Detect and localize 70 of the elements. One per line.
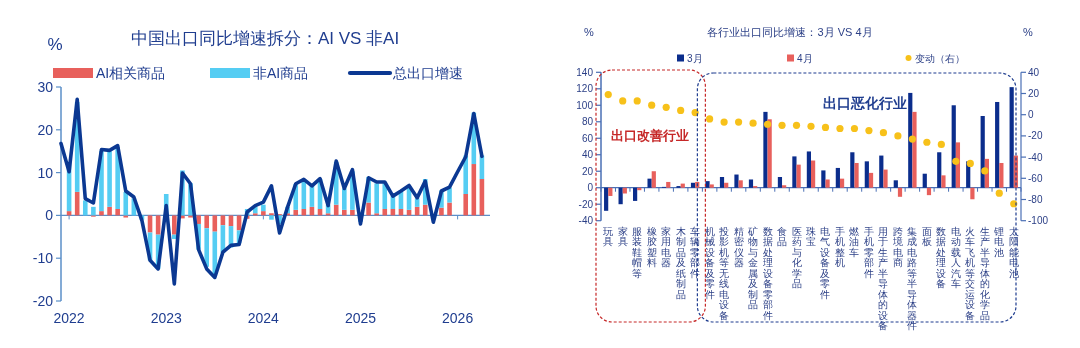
legend-label: 变动（右）	[915, 52, 965, 64]
x-tick-label: 2025	[344, 310, 377, 326]
x-tick-label: 橡胶塑料	[646, 225, 657, 269]
y-tick-label: 80	[581, 116, 594, 128]
x-tick-label: 面板	[920, 225, 932, 248]
y-tick-label: 0	[45, 207, 54, 224]
y-tick-label: -20	[32, 293, 54, 309]
x-tick-label: 电气设备及零件	[820, 225, 831, 300]
category-label: 数据处理设备零部件	[762, 225, 773, 321]
x-tick-label: 矿物与金属及制品	[747, 225, 759, 311]
category-label: 火车飞机等交运设备	[965, 225, 976, 321]
x-tick-label: 太阳能电池	[1008, 225, 1019, 279]
x-tick-label: 食品	[777, 225, 788, 248]
x-tick-label: 家具	[617, 225, 628, 248]
category-label: 用于生产半导体的设备	[878, 225, 889, 332]
y-tick-label: 0	[587, 182, 594, 194]
x-tick-label: 家用电器	[661, 225, 672, 269]
y2-tick-label: 0	[1028, 109, 1034, 121]
chart-title: 中国出口同比增速拆分：AI VS 非AI	[130, 29, 400, 48]
category-label: 生产半导体的化学品	[979, 225, 990, 321]
x-tick-label: 电动载人汽车	[950, 225, 961, 290]
y2-tick-label: -40	[1028, 151, 1043, 163]
x-tick-label: 2026	[442, 310, 474, 326]
y-tick-label: -20	[578, 198, 594, 210]
y2-tick-label: 20	[1028, 88, 1040, 99]
y-tick-label: 40	[581, 149, 594, 161]
y2-tick-label: -60	[1028, 172, 1043, 184]
x-tick-label: 玩具	[603, 225, 614, 248]
x-tick-label: 2024	[247, 310, 280, 326]
x-tick-label: 服装鞋帽等	[632, 225, 643, 279]
x-tick-label: 锂电池	[993, 225, 1005, 258]
legend-label: 4月	[797, 52, 813, 64]
category-label: 集成电路等半导体器件	[907, 225, 918, 332]
y-tick-label: -40	[578, 215, 594, 227]
x-tick-label: 数据处理设备	[936, 225, 947, 290]
legend-label: AI相关商品	[96, 65, 166, 81]
legend-label: 非AI商品	[253, 65, 309, 81]
category-label: 投影机等无线电设备	[719, 225, 730, 321]
x-tick-label: 2022	[53, 310, 85, 326]
y-tick-label: 100	[576, 99, 594, 111]
x-tick-label: 木制品及纸制品	[675, 225, 686, 300]
y-tick-label: 20	[581, 165, 594, 177]
y-tick-label: 60	[581, 132, 594, 144]
x-tick-label: 跨境电商	[891, 225, 903, 269]
legend-label: 总出口增速	[392, 65, 463, 81]
chart-title: 各行业出口同比增速：3月 VS 4月	[707, 26, 873, 38]
y-tick-label: 10	[37, 164, 54, 181]
y2-axis-title: %	[1023, 26, 1034, 38]
y2-tick-label: -20	[1028, 130, 1043, 142]
x-tick-label: 手机整机	[834, 225, 845, 269]
y2-tick-label: 40	[1028, 66, 1040, 78]
y-tick-label: 120	[576, 83, 594, 95]
y-tick-label: 30	[37, 79, 54, 95]
x-tick-label: 珠宝	[806, 225, 816, 248]
x-tick-label: 2023	[150, 310, 183, 326]
y-axis-title: %	[47, 35, 63, 54]
y2-tick-label: -80	[1028, 194, 1043, 205]
y-tick-label: -10	[32, 250, 54, 267]
x-tick-label: 手机零部件	[863, 225, 874, 279]
y2-tick-label: -100	[1028, 215, 1049, 227]
y-tick-label: 20	[37, 121, 54, 138]
legend-label: 3月	[687, 52, 703, 64]
x-tick-label: 燃油车	[849, 225, 860, 258]
x-tick-label: 医药与化学品	[791, 225, 802, 290]
annotation: 出口改善行业	[611, 128, 689, 143]
y-axis-title: %	[584, 26, 595, 38]
annotation: 出口恶化行业	[823, 95, 907, 111]
x-tick-label: 精密仪器	[733, 225, 744, 269]
x-tick-label: 车辆零部件	[690, 225, 701, 279]
y-tick-label: 140	[576, 66, 594, 78]
